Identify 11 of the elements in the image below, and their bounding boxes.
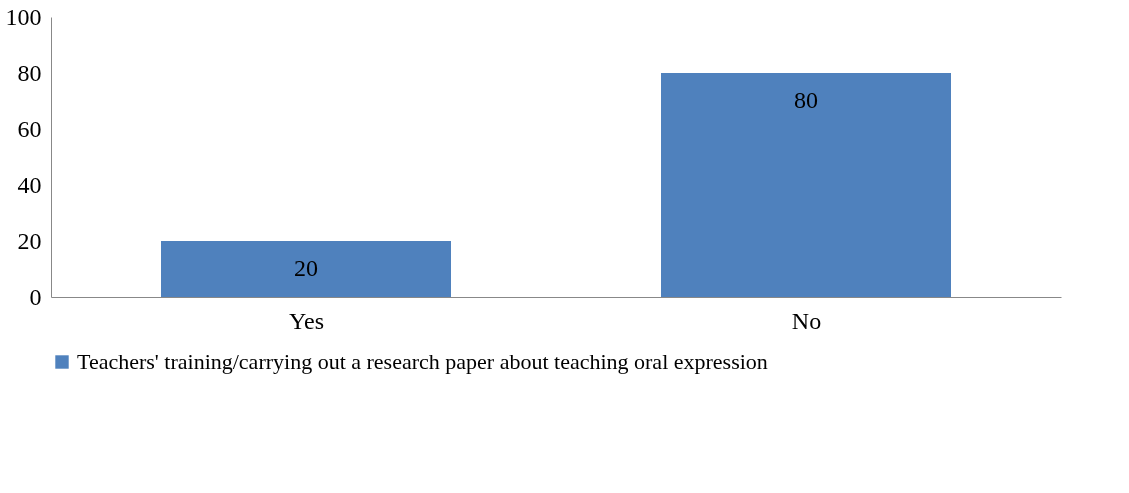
- data-label: 20: [294, 255, 318, 281]
- y-tick-label: 60: [17, 115, 42, 142]
- y-tick-label: 100: [5, 3, 42, 30]
- data-label: 80: [794, 87, 818, 113]
- x-tick-label: No: [791, 307, 822, 334]
- x-tick-label: Yes: [289, 307, 324, 334]
- y-tick-label: 20: [17, 227, 42, 254]
- y-tick-label: 80: [17, 59, 42, 86]
- legend-label: Teachers' training/carrying out a research paper about teaching oral expression: [77, 349, 768, 374]
- y-tick-label: 0: [29, 283, 42, 310]
- y-tick-label: 40: [17, 171, 42, 198]
